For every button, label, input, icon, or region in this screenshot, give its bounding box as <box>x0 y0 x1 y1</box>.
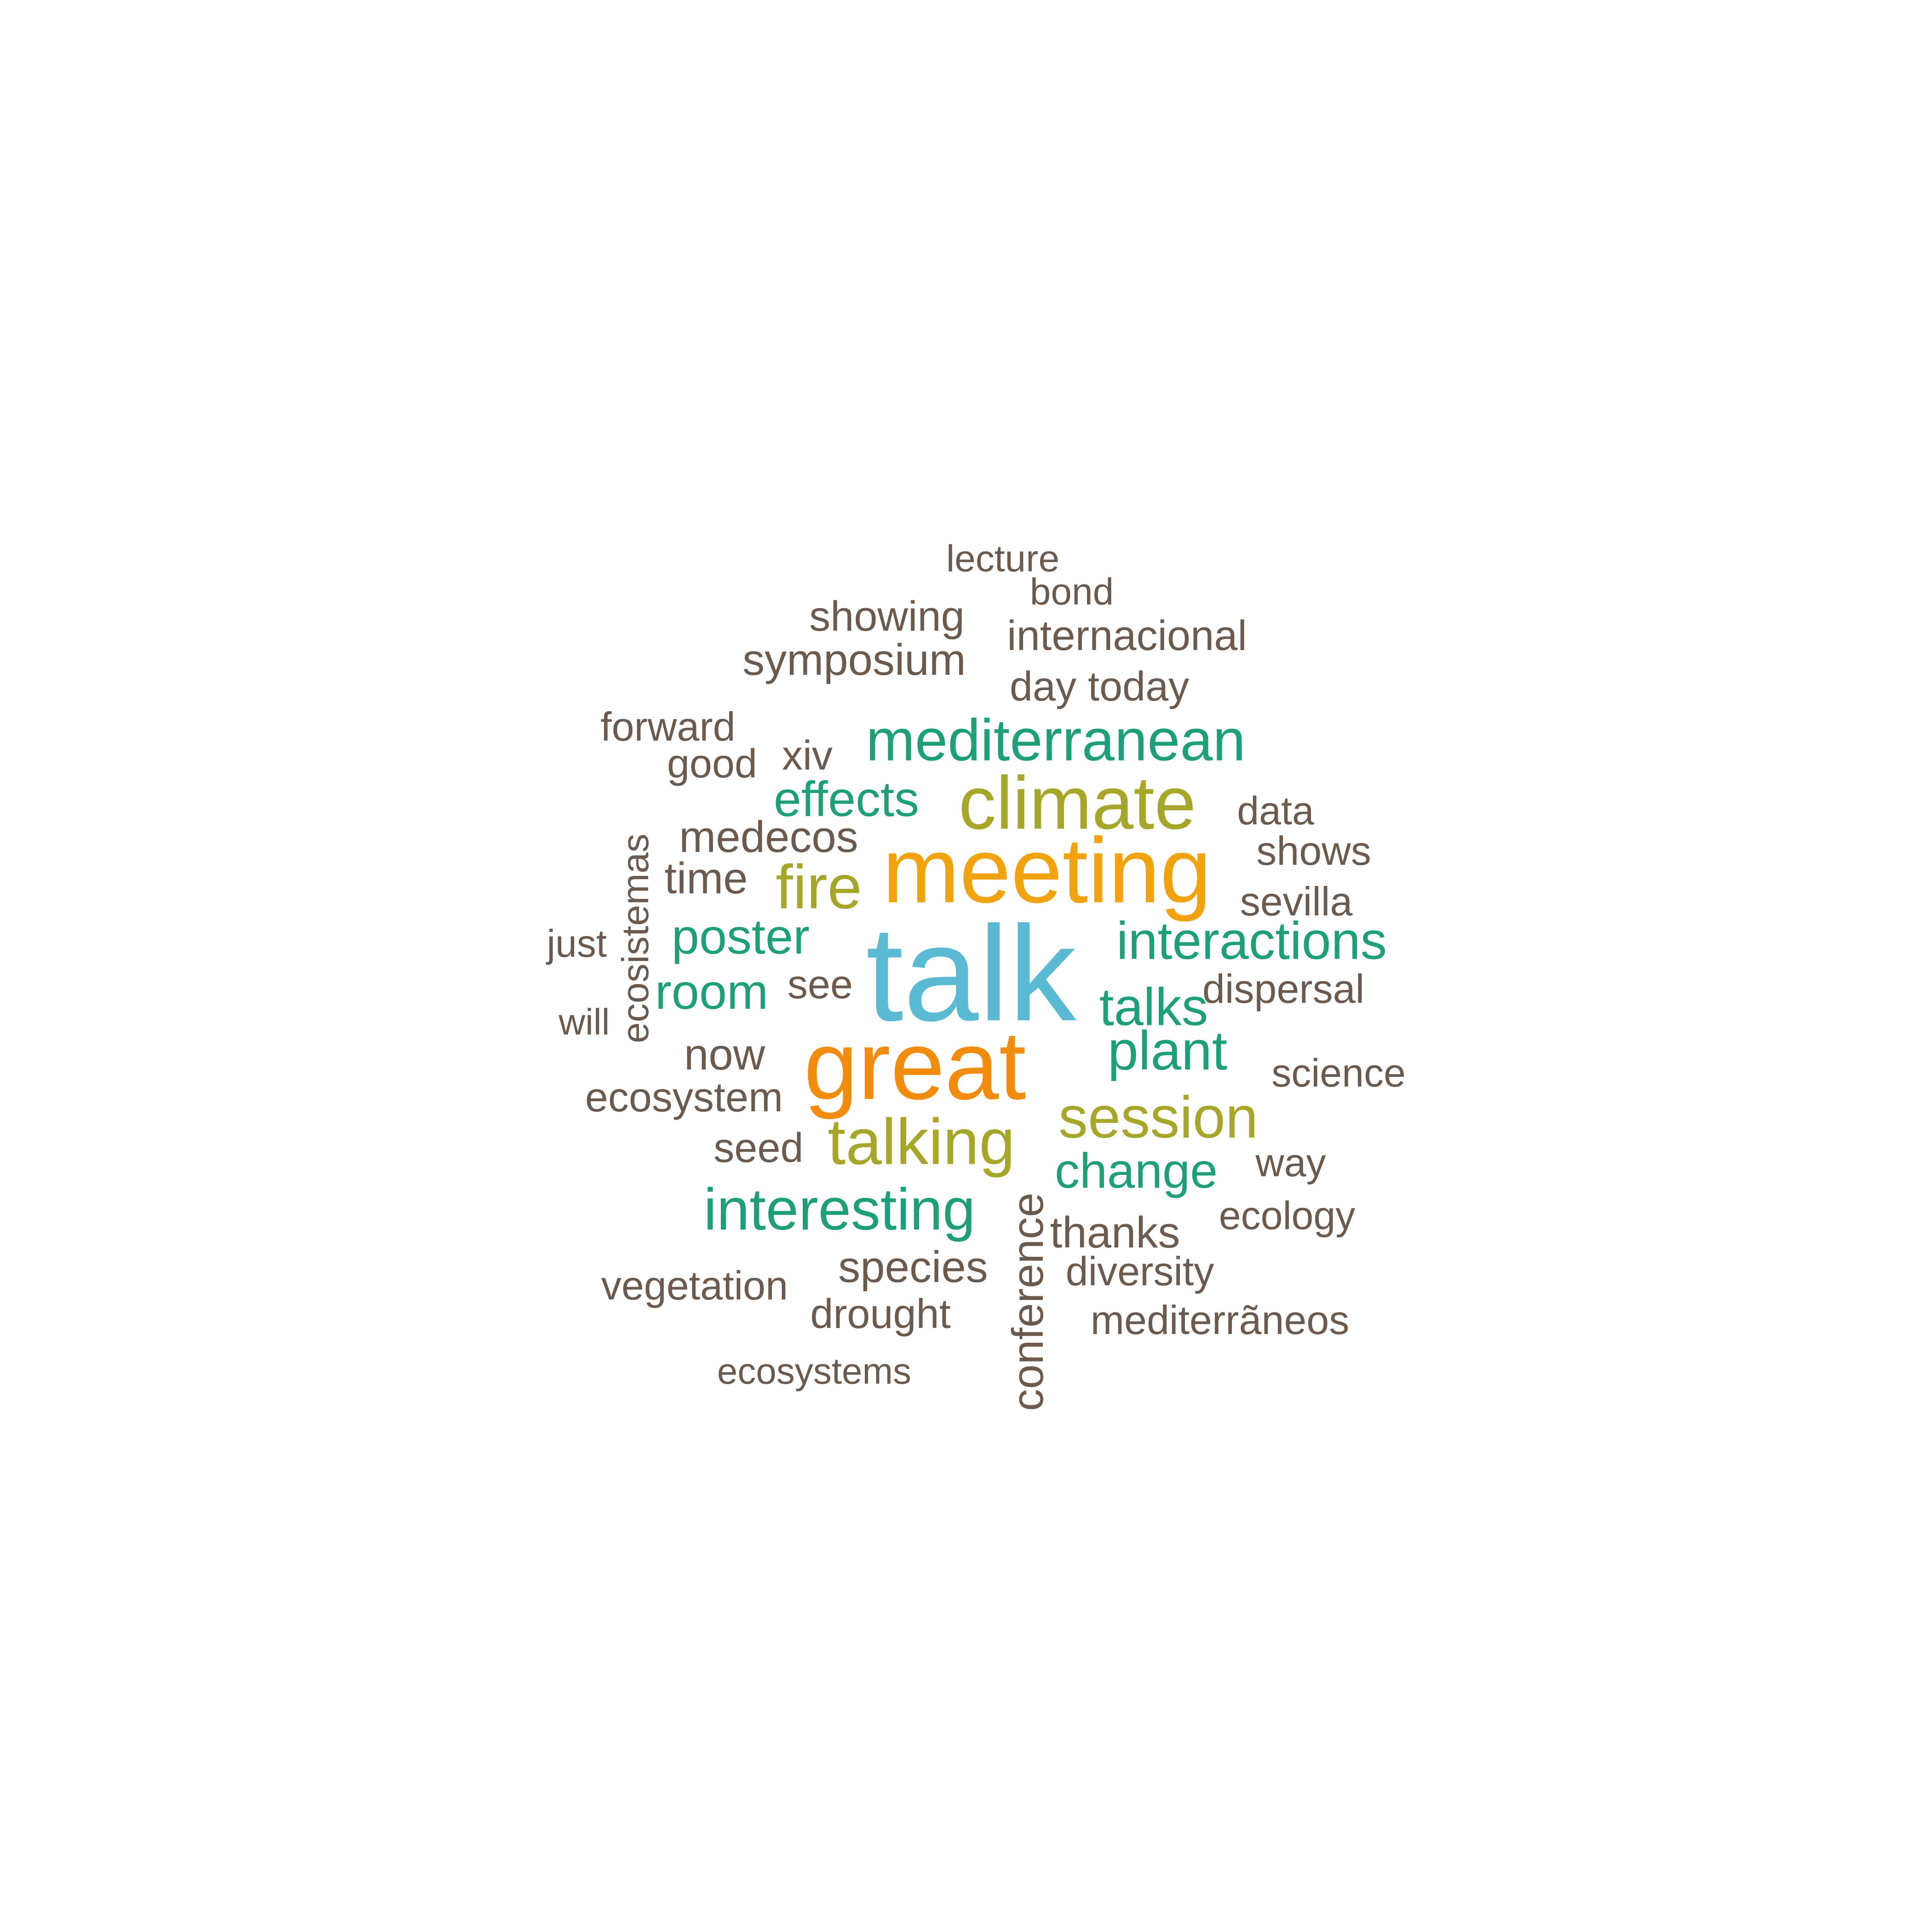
word-great: great <box>804 1011 1026 1120</box>
word-meeting: meeting <box>882 818 1212 922</box>
word-dispersal: dispersal <box>1202 966 1365 1012</box>
word-ecosystems: ecosystems <box>717 1351 912 1392</box>
word-bond: bond <box>1029 571 1114 613</box>
word-vegetation: vegetation <box>601 1263 788 1308</box>
word-showing: showing <box>809 593 965 640</box>
word-seed: seed <box>713 1125 804 1171</box>
word-interactions: interactions <box>1116 911 1387 971</box>
word-plant: plant <box>1107 1020 1228 1081</box>
word-talking: talking <box>828 1105 1015 1178</box>
word-science: science <box>1271 1051 1406 1095</box>
word-ecosistemas: ecosistemas <box>615 834 656 1043</box>
word-will: will <box>558 1001 610 1042</box>
word-symposium: symposium <box>742 635 966 684</box>
word-mediterranean: mediterranean <box>866 707 1246 773</box>
word-shows: shows <box>1256 828 1371 874</box>
word-species: species <box>838 1242 988 1292</box>
word-medecos: medecos <box>679 812 858 862</box>
word-session: session <box>1058 1085 1258 1150</box>
word-change: change <box>1054 1143 1218 1198</box>
word-interesting: interesting <box>703 1177 976 1242</box>
word-ecology: ecology <box>1219 1194 1356 1238</box>
word-see: see <box>788 961 853 1007</box>
word-diversity: diversity <box>1065 1248 1214 1294</box>
word-mediterrãneos: mediterrãneos <box>1090 1297 1350 1343</box>
word-sevilla: sevilla <box>1240 879 1353 924</box>
word-ecosystem: ecosystem <box>585 1075 783 1121</box>
word-xiv: xiv <box>782 733 833 779</box>
word-way: way <box>1255 1141 1326 1185</box>
word-day-today: day today <box>1009 664 1190 710</box>
word-lecture: lecture <box>946 538 1060 580</box>
word-internacional: internacional <box>1007 612 1247 659</box>
word-data: data <box>1237 789 1314 833</box>
word-room: room <box>655 964 769 1019</box>
word-climate: climate <box>958 760 1196 845</box>
word-forward: forward <box>600 704 736 749</box>
word-drought: drought <box>810 1291 951 1337</box>
word-thanks: thanks <box>1050 1208 1180 1257</box>
word-talks: talks <box>1099 978 1208 1037</box>
word-conference: conference <box>1003 1192 1052 1411</box>
word-time: time <box>664 854 748 903</box>
word-just: just <box>546 922 607 965</box>
word-effects: effects <box>773 771 920 827</box>
word-poster: poster <box>671 908 810 964</box>
word-fire: fire <box>776 852 862 922</box>
word-talk: talk <box>866 898 1076 1049</box>
word-good: good <box>667 741 757 786</box>
word-now: now <box>684 1030 765 1079</box>
